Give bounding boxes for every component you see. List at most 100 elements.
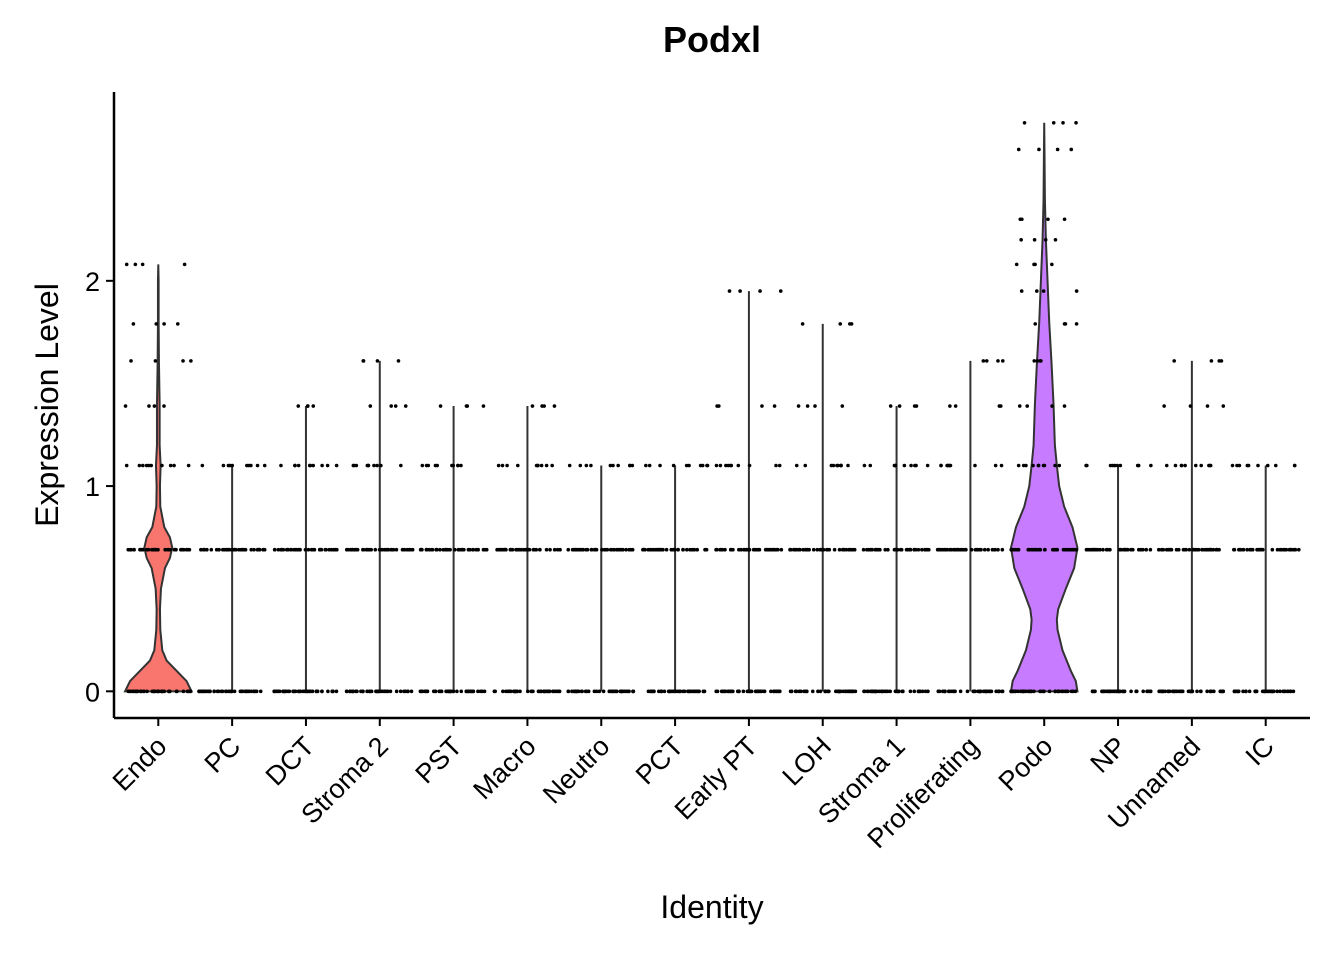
dot: [937, 547, 942, 552]
dot: [209, 547, 214, 552]
dot: [698, 463, 703, 468]
dot: [984, 689, 988, 694]
dot: [604, 547, 609, 552]
dot: [841, 547, 846, 552]
dot: [1297, 547, 1301, 552]
dot: [438, 404, 443, 408]
dot: [186, 463, 191, 468]
dot: [365, 463, 370, 468]
dot: [1292, 463, 1297, 468]
dot: [694, 689, 699, 694]
dot: [882, 689, 886, 694]
dot: [794, 547, 799, 552]
dot: [832, 547, 837, 552]
dot: [1167, 689, 1172, 694]
dot: [478, 689, 483, 694]
dot: [794, 463, 799, 468]
dot: [818, 547, 823, 552]
dot: [791, 547, 796, 552]
dot: [1022, 120, 1027, 125]
dot: [1245, 547, 1249, 552]
dot: [916, 547, 921, 552]
dot: [691, 689, 696, 694]
dot: [1091, 547, 1096, 552]
dot: [279, 463, 283, 468]
dot: [759, 689, 764, 694]
dot: [1019, 237, 1023, 242]
dot: [1035, 289, 1039, 293]
dot: [824, 689, 828, 694]
dot: [1200, 547, 1205, 552]
dot: [542, 689, 546, 694]
dot: [1108, 463, 1113, 468]
dot: [1115, 463, 1120, 468]
dot: [844, 547, 849, 552]
dot: [399, 463, 403, 468]
dot: [952, 689, 957, 694]
dot: [1019, 289, 1024, 293]
dot: [851, 689, 855, 694]
dot: [612, 547, 616, 552]
dot: [133, 262, 138, 267]
dot: [1062, 547, 1067, 552]
dot: [1031, 463, 1035, 468]
dot: [1275, 547, 1280, 552]
dot: [527, 547, 532, 552]
dot: [1173, 689, 1178, 694]
dot: [1020, 217, 1024, 222]
dot: [1061, 689, 1065, 694]
dot: [870, 547, 874, 552]
dot: [424, 689, 428, 694]
dot: [124, 262, 129, 267]
dot: [1141, 689, 1146, 694]
dot: [651, 689, 656, 694]
dot: [579, 689, 584, 694]
dot: [233, 547, 238, 552]
dot: [681, 547, 685, 552]
dot: [529, 689, 534, 694]
dot: [1094, 547, 1099, 552]
dot: [978, 689, 983, 694]
dot: [389, 404, 394, 408]
dot: [1071, 689, 1075, 694]
dot: [249, 463, 253, 468]
dot: [512, 689, 516, 694]
dot: [391, 547, 396, 552]
dot: [521, 547, 526, 552]
dot: [138, 689, 143, 694]
dot: [298, 547, 302, 552]
dot: [777, 689, 781, 694]
dot: [133, 689, 138, 694]
dot: [728, 463, 733, 468]
dot: [996, 359, 1000, 363]
dot: [367, 689, 372, 694]
dot: [1159, 547, 1164, 552]
dot: [969, 547, 974, 552]
dot: [174, 689, 179, 694]
dot: [1118, 689, 1122, 694]
dot: [1032, 359, 1037, 363]
dot: [326, 689, 330, 694]
dot: [993, 463, 998, 468]
dot: [1172, 359, 1176, 363]
dot: [129, 547, 133, 552]
dot: [292, 547, 296, 552]
dot: [1069, 147, 1074, 152]
dot: [1074, 289, 1079, 293]
dot: [778, 289, 783, 293]
dot: [468, 547, 472, 552]
dot: [1047, 689, 1052, 694]
dot: [1173, 463, 1178, 468]
dot: [1086, 547, 1091, 552]
dot: [396, 359, 401, 363]
dot: [1247, 689, 1252, 694]
dot: [1125, 547, 1130, 552]
dot: [1064, 689, 1069, 694]
dot: [155, 689, 160, 694]
dot: [216, 689, 221, 694]
dot: [1055, 547, 1060, 552]
dot: [718, 463, 723, 468]
dot: [1009, 547, 1013, 552]
dot: [996, 547, 1000, 552]
dot: [805, 404, 810, 408]
